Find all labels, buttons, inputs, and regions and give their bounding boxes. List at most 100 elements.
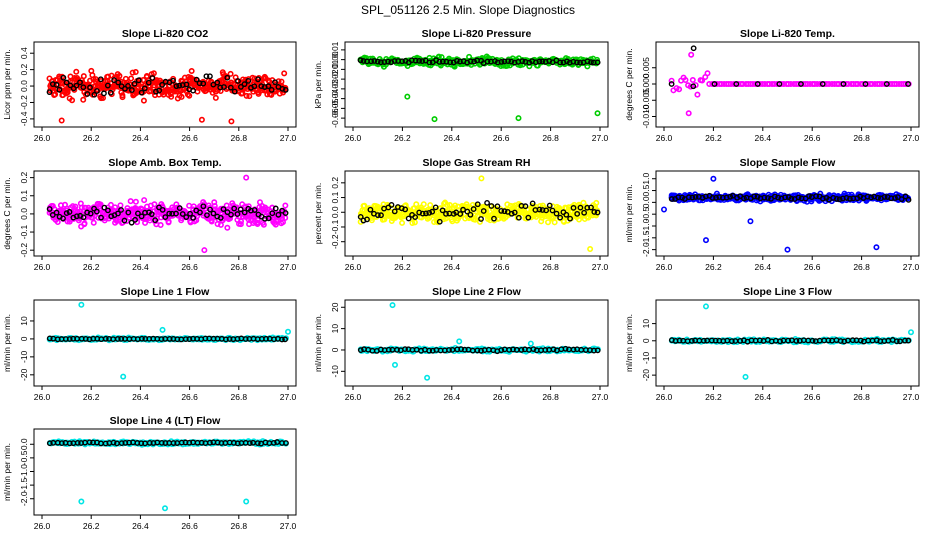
outlier-point [527,340,534,347]
data-point [158,439,165,446]
data-point [228,211,234,218]
y-tick-label: 10 [641,319,651,329]
data-point [129,69,136,76]
outlier-point [702,237,709,244]
outlier-point [784,246,791,253]
plot-frame [33,299,297,387]
data-point [149,75,156,81]
data-point [212,94,219,101]
data-point [368,58,375,65]
data-point [471,58,478,65]
y-tick-label: 0.4 [19,47,29,59]
data-point [668,81,675,87]
data-point [217,221,224,228]
data-point [56,86,63,93]
data-point [67,82,74,89]
data-point [709,195,716,201]
data-point [426,347,433,354]
series-selected [46,439,289,447]
data-point [536,206,543,213]
data-point [63,79,70,86]
panel-8: Slope Line 2 Flow ml/min per min. 26.0 26.2… [313,286,609,402]
data-point [447,59,454,66]
series-selected [46,335,288,343]
data-point [357,347,364,353]
data-point [385,58,391,65]
data-point [224,74,231,81]
panel-title: Slope Line 4 (LT) Flow [110,415,221,427]
series-selected [46,203,289,226]
data-point [480,208,487,214]
data-point [279,336,285,343]
data-point [446,347,452,353]
data-point [168,93,175,100]
data-point [533,59,539,66]
data-point [141,85,148,92]
data-point [187,210,193,217]
panel-4: Slope Amb. Box Temp. degrees C per min. 26… [2,157,297,272]
data-point [464,208,471,215]
x-tick-label: 26.6 [493,392,510,402]
x-tick-label: 27.0 [592,392,609,402]
data-point [388,202,395,208]
outlier-point [515,115,522,122]
y-tick-label: 0.0 [19,208,29,220]
data-point [588,204,594,211]
data-point [518,347,525,353]
y-tick-label: -1.5 [19,478,29,493]
x-tick-label: 26.0 [656,133,673,143]
data-point [231,205,238,212]
data-point [432,204,439,211]
data-point [128,219,135,226]
data-point [272,205,279,212]
data-point [795,81,802,88]
data-point [241,81,248,88]
data-point [173,210,179,217]
x-tick-label: 26.6 [493,262,510,272]
y-tick-label: 0.00 [330,51,340,68]
data-point [712,337,719,344]
outlier-point [228,118,235,125]
data-point [402,206,409,213]
data-point [689,194,696,201]
series-all [668,51,912,117]
data-point [374,212,381,219]
y-tick-label: 0.0 [641,196,651,208]
y-tick-label: 0.0 [19,438,29,450]
data-point [258,83,265,89]
data-point [519,58,526,65]
y-tick-label: 10 [19,316,29,326]
panel-3: Slope Li-820 Temp. degrees C per min. 26.0… [624,28,920,143]
data-point [54,219,61,226]
data-point [881,194,888,200]
x-tick-label: 26.2 [394,392,411,402]
data-point [782,194,789,201]
data-point [237,206,244,213]
data-point [402,346,408,353]
y-tick-label: 0.2 [19,63,29,75]
data-point [159,206,166,213]
data-point [170,77,176,84]
scatter-points [46,438,289,512]
data-point [73,82,80,89]
data-point [145,79,152,86]
y-tick-label: -1.0 [19,464,29,479]
data-point [53,81,60,88]
x-tick-label: 26.0 [345,262,362,272]
outlier-point [391,361,398,368]
data-point [272,79,278,86]
data-point [203,73,210,80]
data-point [282,87,289,93]
y-tick-label: -1.5 [641,230,651,245]
data-point [391,58,398,64]
outlier-point [78,301,85,308]
data-point [788,195,795,202]
data-point [63,210,70,217]
data-point [153,77,160,84]
data-point [132,69,139,76]
data-point [778,81,785,88]
data-point [114,336,121,342]
data-point [254,440,261,447]
y-tick-label: -10 [641,352,651,365]
y-tick-label: -10 [330,365,340,378]
